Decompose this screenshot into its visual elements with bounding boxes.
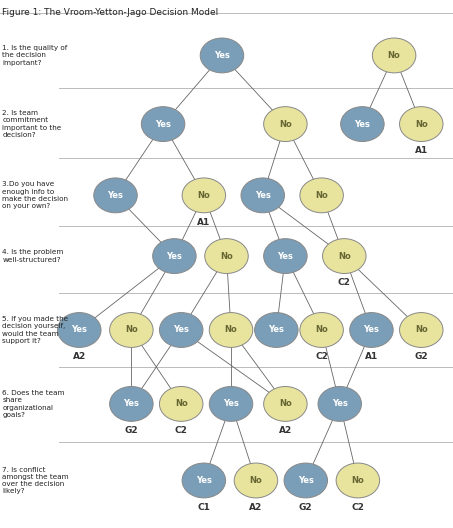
Text: Yes: Yes <box>123 399 140 409</box>
Text: C2: C2 <box>352 503 364 512</box>
Text: C2: C2 <box>338 278 351 287</box>
Text: No: No <box>250 476 262 485</box>
Text: Yes: Yes <box>196 476 212 485</box>
Ellipse shape <box>264 107 307 142</box>
Ellipse shape <box>141 107 185 142</box>
Text: 5. If you made the
decision yourself,
would the team
support it?: 5. If you made the decision yourself, wo… <box>2 316 68 344</box>
Text: Yes: Yes <box>214 51 230 60</box>
Text: Yes: Yes <box>332 399 348 409</box>
Ellipse shape <box>318 386 361 421</box>
Text: A2: A2 <box>279 426 292 435</box>
Ellipse shape <box>400 313 443 347</box>
Ellipse shape <box>205 239 248 274</box>
Text: C2: C2 <box>175 426 188 435</box>
Text: No: No <box>220 251 233 261</box>
Ellipse shape <box>182 463 226 498</box>
Text: No: No <box>175 399 188 409</box>
Ellipse shape <box>255 313 298 347</box>
Text: 6. Does the team
share
organizational
goals?: 6. Does the team share organizational go… <box>2 390 65 418</box>
Text: No: No <box>352 476 364 485</box>
Text: 4. Is the problem
well-structured?: 4. Is the problem well-structured? <box>2 249 63 263</box>
Ellipse shape <box>94 178 137 213</box>
Text: 2. Is team
commitment
important to the
decision?: 2. Is team commitment important to the d… <box>2 110 62 138</box>
Text: No: No <box>279 119 292 129</box>
Ellipse shape <box>200 38 244 73</box>
Ellipse shape <box>264 386 307 421</box>
Text: C2: C2 <box>315 352 328 361</box>
Ellipse shape <box>264 239 307 274</box>
Ellipse shape <box>159 313 203 347</box>
Ellipse shape <box>153 239 196 274</box>
Text: Yes: Yes <box>255 191 271 200</box>
Text: Yes: Yes <box>71 325 87 335</box>
Text: A1: A1 <box>197 218 211 227</box>
Ellipse shape <box>234 463 278 498</box>
Ellipse shape <box>209 313 253 347</box>
Text: A2: A2 <box>72 352 86 361</box>
Text: Yes: Yes <box>277 251 294 261</box>
Text: Yes: Yes <box>268 325 284 335</box>
Ellipse shape <box>372 38 416 73</box>
Ellipse shape <box>341 107 384 142</box>
Ellipse shape <box>182 178 226 213</box>
Ellipse shape <box>300 178 343 213</box>
Text: Yes: Yes <box>363 325 380 335</box>
Text: No: No <box>225 325 237 335</box>
Ellipse shape <box>300 313 343 347</box>
Text: Yes: Yes <box>173 325 189 335</box>
Text: Yes: Yes <box>223 399 239 409</box>
Ellipse shape <box>159 386 203 421</box>
Ellipse shape <box>241 178 284 213</box>
Ellipse shape <box>350 313 393 347</box>
Ellipse shape <box>323 239 366 274</box>
Text: Figure 1: The Vroom-Yetton-Jago Decision Model: Figure 1: The Vroom-Yetton-Jago Decision… <box>2 8 218 17</box>
Text: G2: G2 <box>414 352 428 361</box>
Text: Yes: Yes <box>354 119 371 129</box>
Text: No: No <box>279 399 292 409</box>
Ellipse shape <box>110 386 153 421</box>
Text: A1: A1 <box>414 146 428 155</box>
Text: Yes: Yes <box>298 476 314 485</box>
Text: No: No <box>315 191 328 200</box>
Ellipse shape <box>110 313 153 347</box>
Ellipse shape <box>58 313 101 347</box>
Text: 7. Is conflict
amongst the team
over the decision
likely?: 7. Is conflict amongst the team over the… <box>2 467 69 494</box>
Text: No: No <box>338 251 351 261</box>
Text: No: No <box>198 191 210 200</box>
Text: No: No <box>125 325 138 335</box>
Text: C1: C1 <box>198 503 210 512</box>
Text: G2: G2 <box>299 503 313 512</box>
Text: No: No <box>315 325 328 335</box>
Text: No: No <box>415 119 428 129</box>
Ellipse shape <box>400 107 443 142</box>
Text: No: No <box>415 325 428 335</box>
Ellipse shape <box>209 386 253 421</box>
Ellipse shape <box>336 463 380 498</box>
Text: 3.Do you have
enough info to
make the decision
on your own?: 3.Do you have enough info to make the de… <box>2 182 68 209</box>
Text: Yes: Yes <box>107 191 124 200</box>
Text: Yes: Yes <box>155 119 171 129</box>
Ellipse shape <box>284 463 328 498</box>
Text: A2: A2 <box>249 503 263 512</box>
Text: 1. Is the quality of
the decision
important?: 1. Is the quality of the decision import… <box>2 45 67 65</box>
Text: G2: G2 <box>125 426 138 435</box>
Text: A1: A1 <box>365 352 378 361</box>
Text: Yes: Yes <box>166 251 183 261</box>
Text: No: No <box>388 51 400 60</box>
